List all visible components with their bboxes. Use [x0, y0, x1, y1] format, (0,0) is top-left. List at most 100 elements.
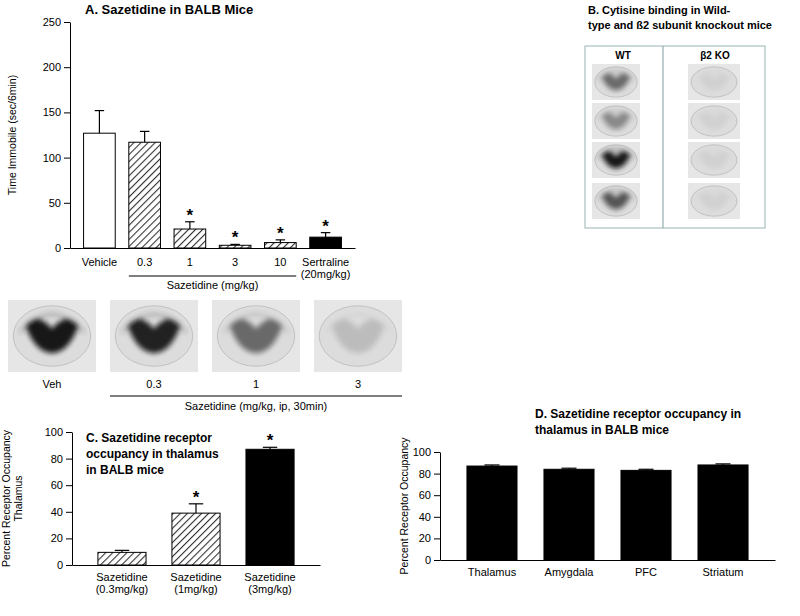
y-tick-mark	[66, 565, 72, 566]
y-tick-label: 60	[419, 489, 431, 501]
y-tick-label: 60	[51, 479, 63, 491]
text-line: Sazetidine	[244, 571, 295, 583]
y-tick-label: 80	[51, 453, 63, 465]
y-tick: 50	[49, 197, 70, 209]
autoradiograph-row: Veh0.313Sazetidine (mg/kg, ip, 30min)	[8, 300, 402, 412]
autoradiograph-image	[592, 183, 640, 219]
image-background	[110, 300, 198, 372]
text-line: Thalamus	[468, 566, 517, 578]
column-label: β2 KO	[700, 50, 730, 61]
chart-panel: **020406080100Sazetidine(0.3mg/kg)Sazeti…	[0, 426, 321, 595]
cortex-signal	[122, 314, 185, 332]
binding-signal	[20, 314, 83, 353]
y-tick-label: 0	[425, 554, 431, 566]
y-tick-mark	[66, 459, 72, 460]
autoradiograph-image	[688, 103, 740, 139]
image-label: Veh	[43, 378, 62, 390]
error-cap	[140, 131, 150, 132]
text-line: (0.3mg/kg)	[96, 583, 149, 595]
error-cap	[638, 469, 653, 470]
significance-mark: *	[193, 488, 200, 507]
y-tick-mark	[64, 22, 70, 23]
text-line: C. Sazetidine receptor	[86, 431, 212, 445]
y-tick-label: 200	[43, 61, 61, 73]
text-line: (1mg/kg)	[174, 583, 217, 595]
chart-panel: ****050100150200250Vehicle0.31310Sertral…	[6, 2, 356, 291]
text-line: Vehicle	[82, 256, 117, 268]
y-tick: 80	[419, 468, 440, 480]
y-tick-mark	[434, 517, 440, 518]
x-tick: 0.3	[137, 248, 152, 268]
cortex-signal	[695, 71, 732, 80]
figure: ****050100150200250Vehicle0.31310Sertral…	[0, 0, 800, 616]
image-background	[212, 300, 300, 372]
panel-b: B. Cytisine binding in Wild-type and ß2 …	[585, 4, 772, 228]
chart-title: C. Sazetidine receptoroccupancy in thala…	[86, 431, 219, 477]
chart-title: A. Sazetidine in BALB Mice	[85, 2, 253, 17]
x-tick: Sazetidine(1mg/kg)	[170, 565, 221, 595]
autoradiograph-image	[688, 64, 740, 100]
cortex-signal	[695, 149, 732, 158]
binding-signal	[695, 190, 732, 209]
x-tick-label: Amygdala	[545, 566, 595, 578]
y-tick-mark	[64, 203, 70, 204]
y-tick-mark	[434, 560, 440, 561]
section-outline	[319, 306, 396, 366]
chart-title: D. Sazetidine receptor occupancy inthala…	[535, 407, 741, 437]
signal-shape	[698, 113, 729, 130]
y-axis: 050100150200250	[43, 16, 71, 254]
bar	[621, 470, 671, 560]
x-tick: 10	[274, 248, 286, 268]
y-tick: 40	[419, 511, 440, 523]
y-tick-mark	[434, 538, 440, 539]
y-tick: 60	[51, 479, 72, 491]
y-tick-label: 20	[51, 532, 63, 544]
y-tick-label: 80	[419, 468, 431, 480]
bar	[172, 513, 220, 565]
autoradiograph-image	[8, 300, 96, 372]
y-axis-title: Percent Receptor OccupancyThalamus	[0, 429, 24, 567]
y-tick: 100	[45, 426, 72, 438]
y-tick-label: 250	[43, 16, 61, 28]
section-outline	[115, 306, 192, 366]
x-tick-label: 3	[232, 256, 238, 268]
y-tick-label: 40	[419, 511, 431, 523]
autoradiograph-image	[592, 142, 640, 178]
x-tick-label: Thalamus	[468, 566, 517, 578]
cortex-signal	[326, 314, 389, 332]
cortex-signal	[599, 149, 634, 158]
text-line: Sazetidine	[96, 571, 147, 583]
chart-panel: 020406080100ThalamusAmygdalaPFCStriatumD…	[398, 407, 776, 578]
y-tick-label: 20	[419, 532, 431, 544]
section-outline	[691, 186, 737, 216]
autoradiograph-image	[314, 300, 402, 372]
binding-signal	[122, 314, 185, 353]
error-bar	[484, 465, 499, 466]
x-tick: 1	[187, 248, 193, 268]
y-tick: 0	[425, 554, 440, 566]
x-axis-line	[71, 248, 356, 249]
cortex-signal	[20, 314, 83, 332]
y-tick-mark	[64, 248, 70, 249]
y-axis-line	[70, 23, 71, 249]
signal-shape	[698, 152, 729, 169]
x-tick-label: 1	[187, 256, 193, 268]
image-label: 0.3	[146, 378, 161, 390]
image-background	[8, 300, 96, 372]
bar	[129, 142, 161, 248]
text-line: (20mg/kg)	[301, 268, 351, 280]
y-tick: 150	[43, 106, 70, 118]
signal-shape	[602, 152, 631, 169]
x-tick-label: 0.3	[137, 256, 152, 268]
text-line: B. Cytisine binding in Wild-	[588, 4, 731, 16]
y-axis: 020406080100	[413, 446, 441, 566]
y-tick-mark	[66, 512, 72, 513]
x-tick: Sazetidine(3mg/kg)	[244, 565, 295, 595]
y-tick-mark	[434, 452, 440, 453]
section-outline	[595, 145, 637, 175]
error-stem	[99, 111, 100, 134]
y-tick: 0	[57, 559, 72, 571]
text-line: Sertraline	[302, 256, 349, 268]
autoradiograph-image	[688, 142, 740, 178]
error-cap	[95, 110, 105, 111]
